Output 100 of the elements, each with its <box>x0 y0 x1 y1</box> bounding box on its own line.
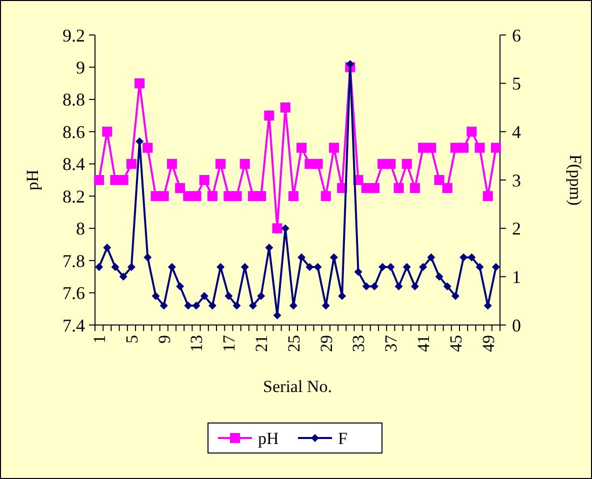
point <box>370 282 378 290</box>
x-axis-title: Serial No. <box>263 377 332 396</box>
point <box>175 183 186 194</box>
point <box>362 282 370 290</box>
y-axis-title: pH <box>23 170 42 190</box>
point <box>288 191 298 202</box>
point <box>410 183 420 194</box>
point <box>312 158 323 169</box>
y-tick-label: 7.6 <box>62 283 85 304</box>
y-tick-label: 7.4 <box>62 315 85 336</box>
y-tick-label: 8.8 <box>62 90 85 110</box>
point <box>192 302 200 310</box>
point <box>136 137 144 146</box>
point <box>142 142 153 153</box>
y-tick-label: 9 <box>76 58 85 78</box>
y-tick-label: 9.2 <box>62 25 85 46</box>
point <box>126 158 136 169</box>
point <box>216 158 226 169</box>
legend-label: pH <box>258 428 279 448</box>
point <box>394 183 404 194</box>
y2-tick-label: 1 <box>512 266 521 287</box>
y2-axis-title: F(ppm) <box>566 154 585 206</box>
point <box>232 191 242 202</box>
point <box>94 175 104 185</box>
point <box>451 292 460 300</box>
point <box>402 263 411 271</box>
point <box>257 292 266 300</box>
point <box>328 142 339 153</box>
point <box>280 102 290 112</box>
point <box>207 191 218 202</box>
x-tick-label: 21 <box>252 335 271 352</box>
y2-tick-label: 2 <box>512 218 521 239</box>
point <box>426 142 436 153</box>
point <box>322 302 330 310</box>
x-tick-label: 17 <box>220 334 239 352</box>
point <box>474 142 485 153</box>
point <box>443 282 452 290</box>
point <box>232 302 241 310</box>
x-tick-label: 5 <box>122 335 142 344</box>
y2-tick-label: 5 <box>512 74 521 94</box>
point <box>466 126 477 137</box>
point <box>490 142 501 153</box>
point <box>160 302 168 310</box>
point <box>410 282 419 290</box>
y2-tick-label: 4 <box>512 122 521 142</box>
point <box>176 282 184 290</box>
point <box>281 224 290 232</box>
x-tick-label: 45 <box>446 335 466 352</box>
point <box>476 263 484 271</box>
point <box>492 263 500 271</box>
point <box>184 302 192 310</box>
point <box>191 191 202 202</box>
x-tick-label: 1 <box>90 335 109 344</box>
point <box>369 183 380 194</box>
y-tick-label: 8.2 <box>62 186 85 206</box>
point <box>458 142 469 153</box>
point <box>289 302 298 310</box>
point <box>103 244 112 252</box>
point <box>102 126 112 137</box>
point <box>386 263 395 271</box>
point <box>427 253 436 262</box>
point <box>314 263 322 271</box>
x-tick-label: 41 <box>414 335 433 352</box>
point <box>168 263 176 271</box>
y-tick-label: 7.8 <box>62 250 85 271</box>
point <box>134 78 145 88</box>
point <box>298 253 306 262</box>
point <box>394 282 403 290</box>
x-tick-label: 13 <box>187 335 206 352</box>
point <box>460 253 468 262</box>
y-tick-label: 8.6 <box>62 122 85 142</box>
point <box>419 263 428 271</box>
x-tick-label: 29 <box>316 335 336 352</box>
x-tick-label: 37 <box>382 334 401 352</box>
x-tick-label: 25 <box>284 335 304 352</box>
point <box>95 263 104 271</box>
point <box>111 263 120 271</box>
point <box>354 268 362 276</box>
point <box>199 175 210 185</box>
point <box>306 263 314 271</box>
point <box>482 191 493 202</box>
point <box>127 263 136 271</box>
point <box>264 110 274 121</box>
point <box>320 191 331 202</box>
x-tick-label: 9 <box>154 335 174 344</box>
point <box>248 302 257 310</box>
point <box>296 142 307 153</box>
point <box>166 158 177 169</box>
y2-tick-label: 3 <box>512 170 521 190</box>
y-tick-label: 8.4 <box>62 154 85 174</box>
point <box>208 302 216 310</box>
point <box>272 223 282 234</box>
point <box>152 292 160 300</box>
x-tick-label: 33 <box>349 335 368 352</box>
y2-tick-label: 6 <box>512 25 521 46</box>
point <box>338 292 346 300</box>
point <box>256 191 266 202</box>
point <box>468 253 476 262</box>
point <box>434 175 444 185</box>
point <box>386 158 396 169</box>
